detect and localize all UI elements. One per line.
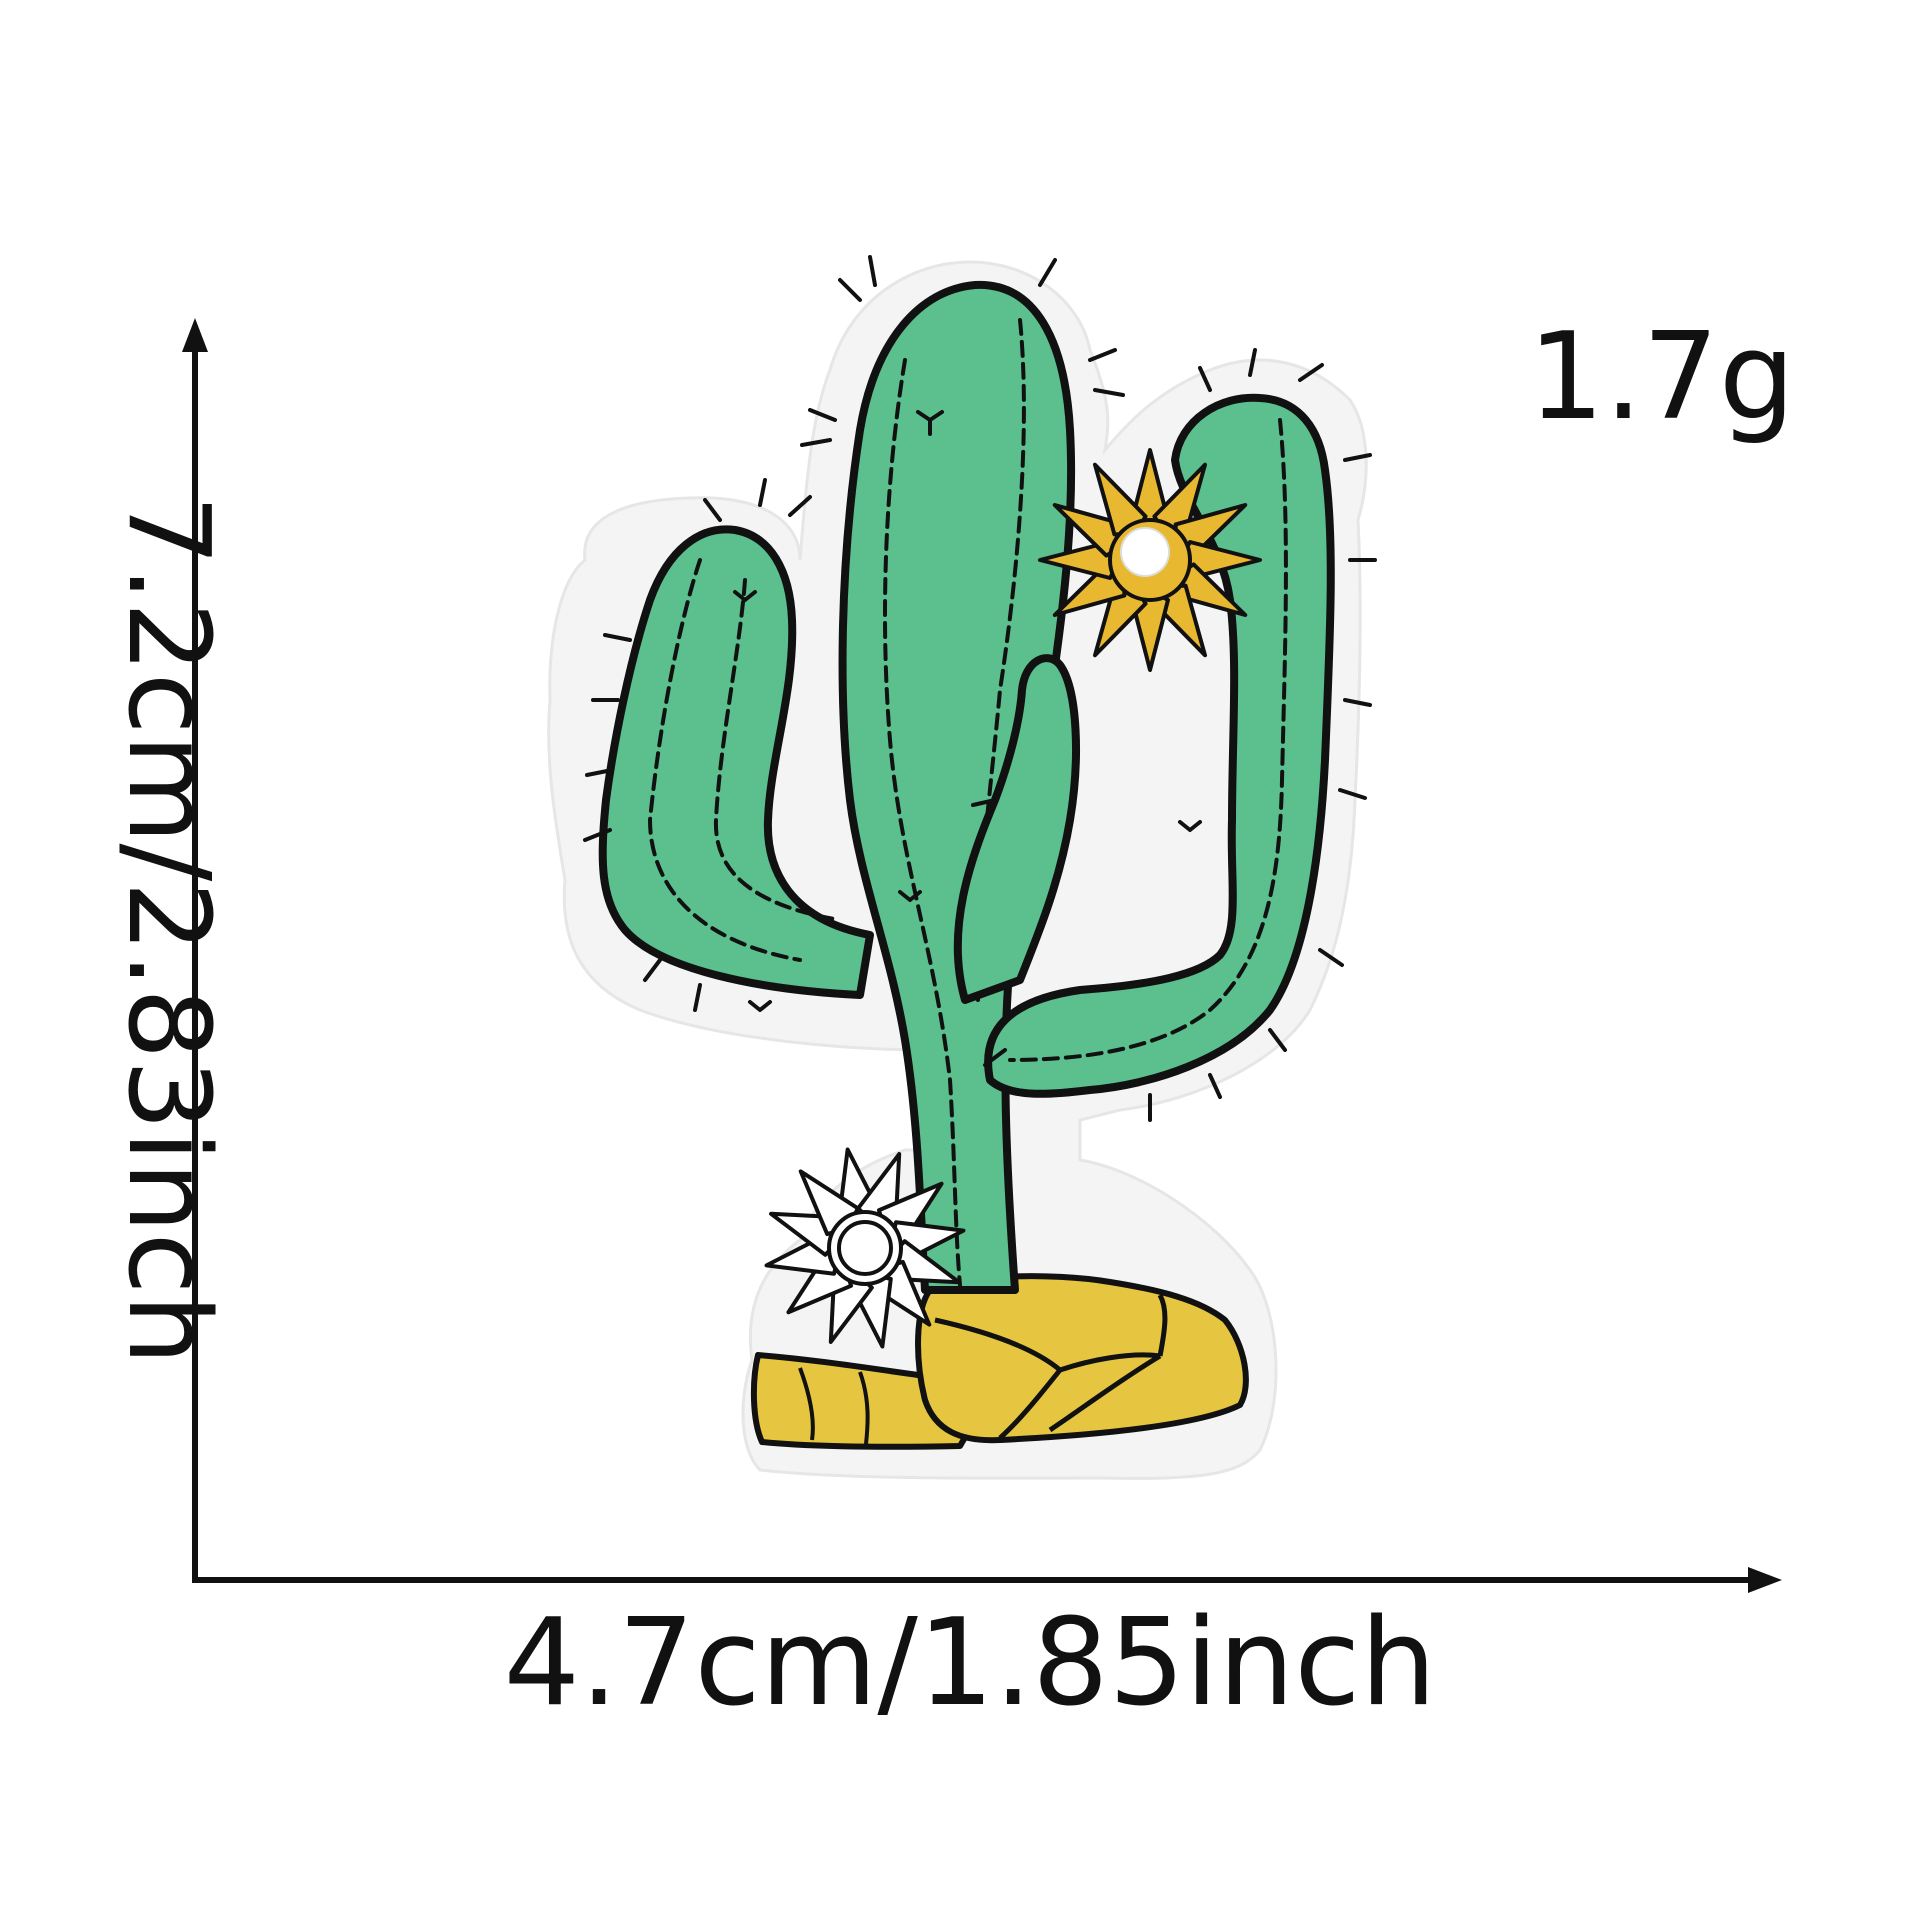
rock-right (915, 1273, 1249, 1444)
white-flower (764, 1147, 966, 1349)
dimension-arrows (182, 318, 1782, 1593)
cactus-right-arm (984, 393, 1335, 1098)
white-flower-center (837, 1220, 893, 1276)
cactus-spines (583, 255, 1377, 1122)
cactus-left-arm (598, 525, 874, 999)
weight-label: 1.7g (1528, 308, 1796, 447)
cactus-inner-arm (953, 654, 1080, 1004)
width-dimension-label: 4.7cm/1.85inch (503, 1594, 1437, 1733)
yellow-flower (1038, 448, 1262, 672)
height-arrow-head (182, 318, 208, 352)
height-dimension-label: 7.2cm/2.83inch (103, 494, 233, 1366)
width-arrow-head (1748, 1567, 1782, 1593)
cactus (598, 280, 1335, 1294)
yellow-flower-center (1120, 527, 1170, 577)
